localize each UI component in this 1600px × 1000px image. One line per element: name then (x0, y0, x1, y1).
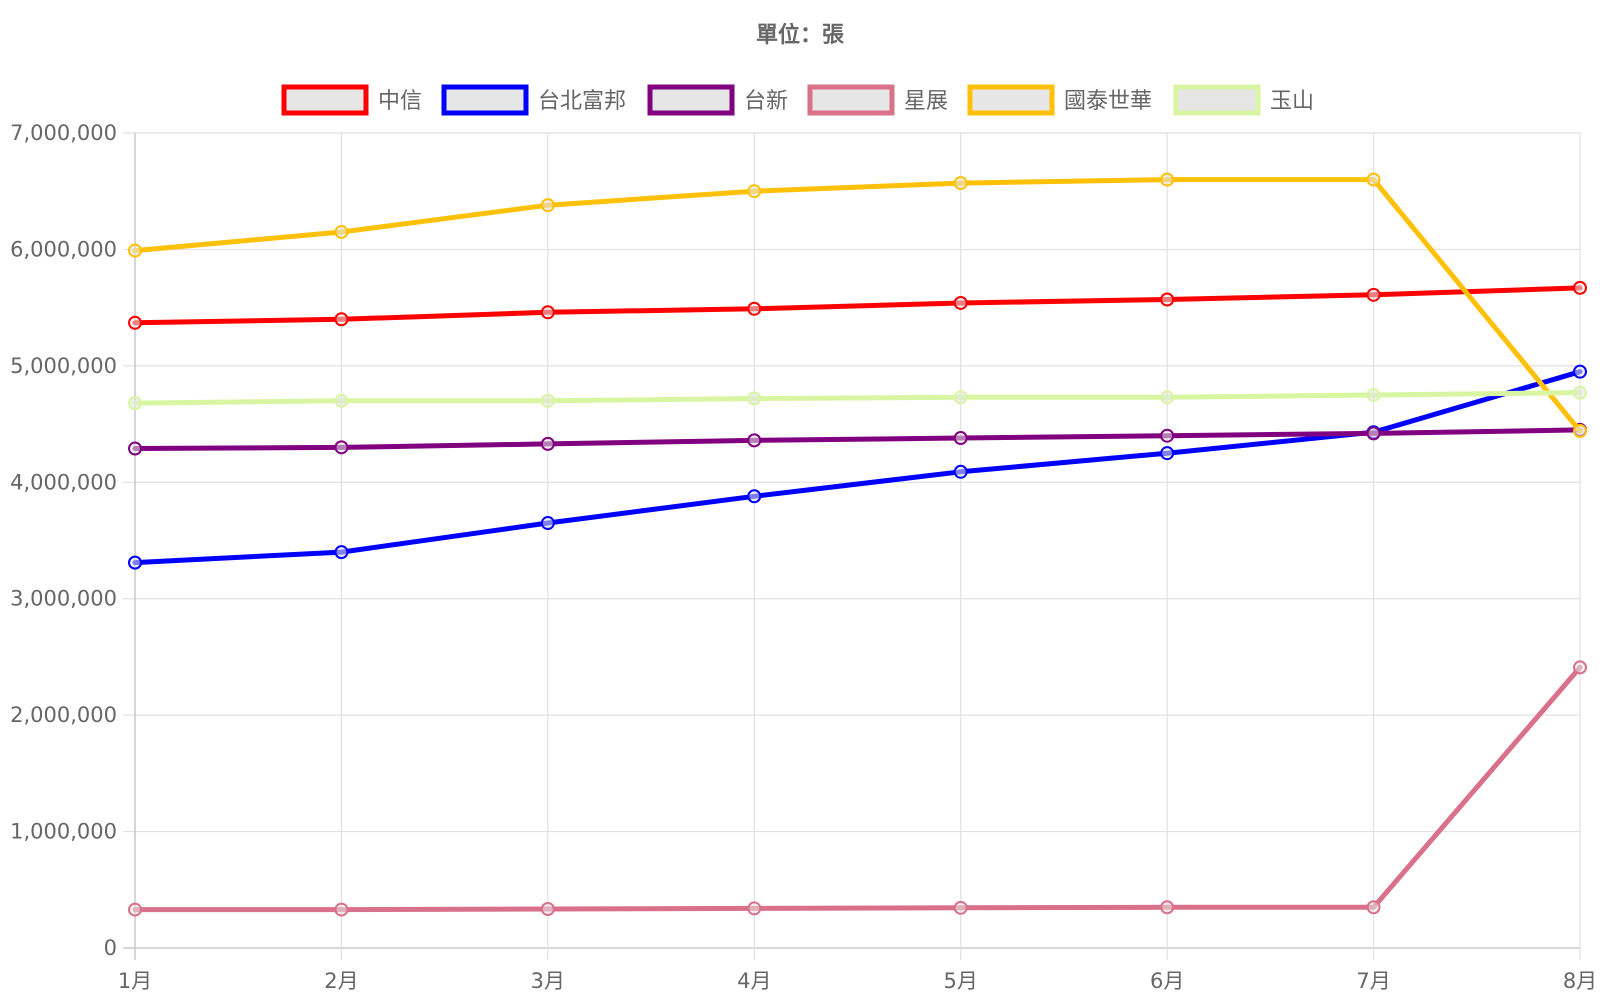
legend-item[interactable]: 台新 (647, 84, 788, 116)
data-point[interactable] (1573, 364, 1587, 379)
legend-item[interactable]: 星展 (807, 84, 948, 116)
x-tick-label: 4月 (737, 969, 771, 993)
legend-swatch (967, 84, 1055, 116)
series-line (132, 177, 1583, 434)
data-point[interactable] (747, 301, 762, 316)
series-5 (128, 172, 1587, 439)
legend-label: 星展 (904, 89, 948, 114)
data-point[interactable] (1573, 424, 1587, 439)
axes: 0 1,000,000 2,000,000 3,000,000 4,000,000 5,0… (10, 121, 1597, 993)
x-tick-label: 5月 (944, 969, 978, 993)
legend-item[interactable]: 台北富邦 (441, 84, 626, 116)
data-point[interactable] (1573, 385, 1587, 400)
data-point[interactable] (747, 391, 762, 406)
data-point[interactable] (1160, 428, 1175, 443)
y-tick-label: 2,000,000 (10, 703, 117, 727)
data-point[interactable] (747, 433, 762, 448)
legend-swatch (281, 84, 369, 116)
legend-swatch (647, 84, 735, 116)
data-point[interactable] (747, 184, 762, 199)
data-point[interactable] (1366, 387, 1381, 402)
x-tick-label: 8月 (1563, 969, 1597, 993)
data-point[interactable] (128, 315, 142, 330)
data-point[interactable] (953, 900, 968, 915)
data-point[interactable] (1160, 900, 1175, 915)
data-point[interactable] (128, 243, 142, 258)
data-point[interactable] (128, 441, 142, 456)
data-point[interactable] (334, 393, 349, 408)
data-point[interactable] (540, 436, 555, 451)
data-point[interactable] (334, 224, 349, 239)
legend-swatch (807, 84, 895, 116)
y-tick-label: 6,000,000 (10, 237, 117, 261)
legend: 中信 台北富邦 台新 星展 國泰世華 玉山 (281, 84, 1314, 116)
data-point[interactable] (128, 555, 142, 570)
data-point[interactable] (1160, 292, 1175, 307)
data-point[interactable] (540, 901, 555, 916)
data-point[interactable] (334, 902, 349, 917)
series-line (132, 664, 1583, 913)
series-line (132, 390, 1583, 406)
legend-swatch (441, 84, 529, 116)
data-point[interactable] (128, 902, 142, 917)
data-point[interactable] (540, 198, 555, 213)
data-point[interactable] (1366, 287, 1381, 302)
data-point[interactable] (1160, 446, 1175, 461)
data-point[interactable] (1573, 660, 1587, 675)
data-point[interactable] (1366, 172, 1381, 187)
legend-item[interactable]: 中信 (281, 84, 422, 116)
data-point[interactable] (128, 396, 142, 411)
series-6 (128, 385, 1587, 411)
y-tick-label: 1,000,000 (10, 820, 117, 844)
data-point[interactable] (540, 516, 555, 531)
data-point[interactable] (953, 431, 968, 446)
data-point[interactable] (1366, 900, 1381, 915)
x-tick-label: 1月 (118, 969, 152, 993)
data-point[interactable] (334, 440, 349, 455)
data-point[interactable] (747, 489, 762, 504)
x-tick-label: 7月 (1356, 969, 1390, 993)
legend-label: 台北富邦 (538, 89, 626, 114)
legend-item[interactable]: 國泰世華 (967, 84, 1152, 116)
chart-title: 單位：張 (756, 22, 845, 48)
series-4 (128, 660, 1587, 917)
data-point[interactable] (540, 305, 555, 320)
y-tick-label: 5,000,000 (10, 354, 117, 378)
y-tick-label: 0 (104, 936, 117, 960)
series-area (128, 172, 1587, 917)
data-point[interactable] (334, 545, 349, 560)
legend-label: 台新 (744, 89, 788, 114)
data-point[interactable] (1160, 172, 1175, 187)
series-line (132, 285, 1583, 326)
y-tick-label: 3,000,000 (10, 587, 117, 611)
data-point[interactable] (953, 176, 968, 191)
x-tick-label: 2月 (324, 969, 358, 993)
x-tick-label: 6月 (1150, 969, 1184, 993)
series-line (132, 427, 1583, 451)
y-tick-label: 4,000,000 (10, 470, 117, 494)
y-tick-label: 7,000,000 (10, 121, 117, 145)
legend-item[interactable]: 玉山 (1173, 84, 1314, 116)
series-1 (128, 280, 1587, 330)
data-point[interactable] (1366, 426, 1381, 441)
data-point[interactable] (953, 390, 968, 405)
legend-label: 玉山 (1270, 89, 1314, 114)
x-tick-label: 3月 (531, 969, 565, 993)
legend-label: 中信 (378, 89, 422, 114)
data-point[interactable] (953, 464, 968, 479)
data-point[interactable] (953, 295, 968, 310)
data-point[interactable] (747, 901, 762, 916)
data-point[interactable] (540, 393, 555, 408)
legend-swatch (1173, 84, 1261, 116)
data-point[interactable] (1573, 280, 1587, 295)
legend-label: 國泰世華 (1064, 89, 1152, 114)
data-point[interactable] (1160, 390, 1175, 405)
series-3 (128, 422, 1587, 456)
data-point[interactable] (334, 312, 349, 327)
